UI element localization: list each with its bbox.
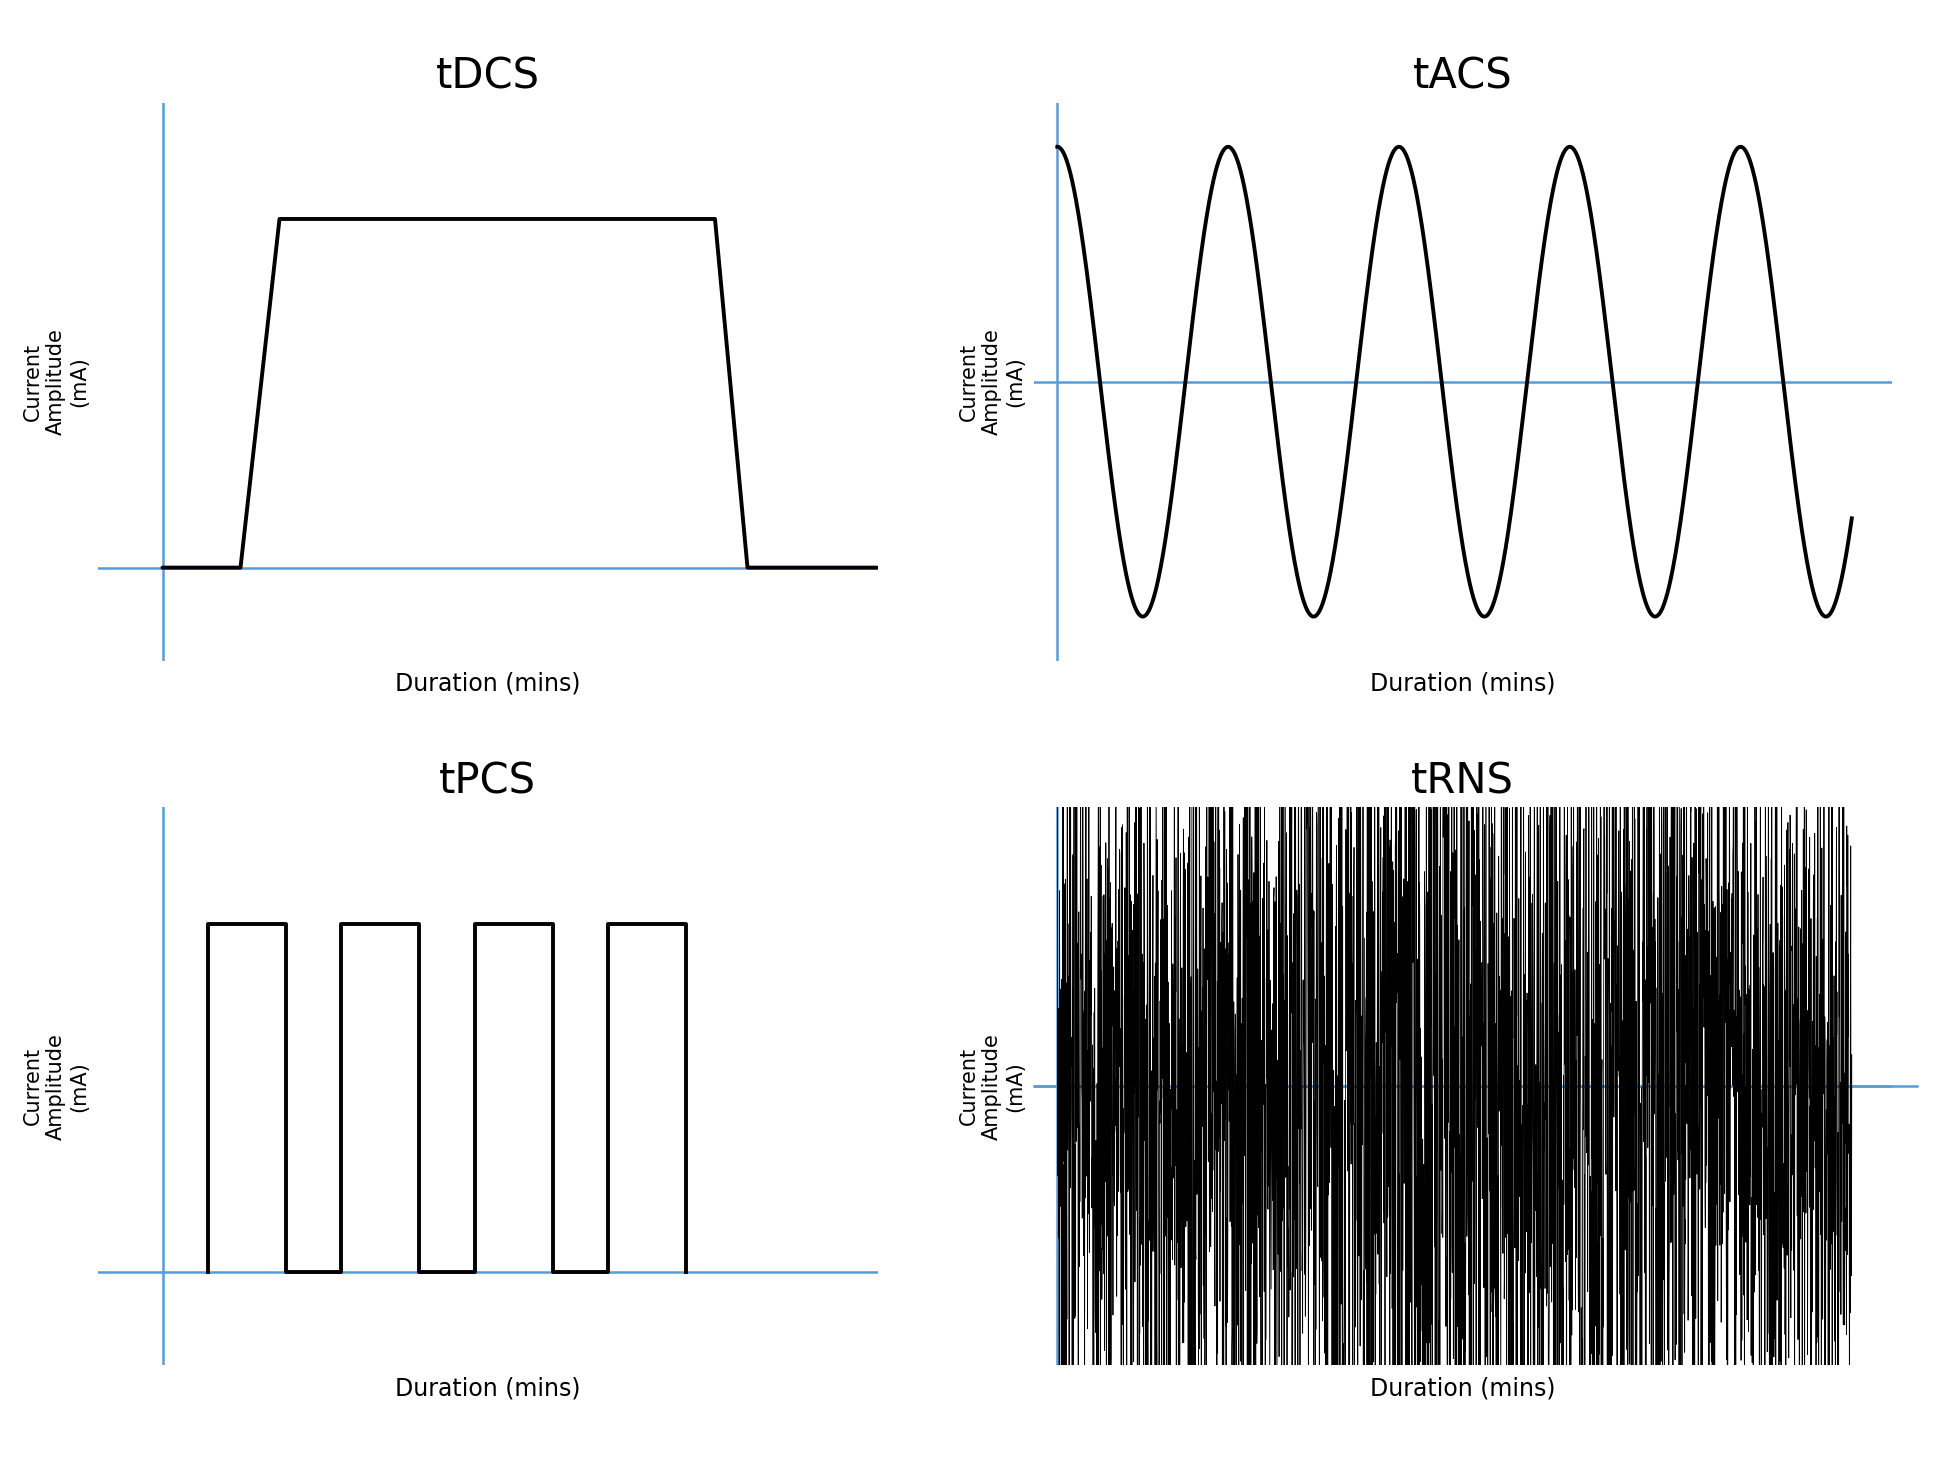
Title: tPCS: tPCS	[439, 760, 536, 803]
X-axis label: Duration (mins): Duration (mins)	[394, 672, 581, 696]
Title: tRNS: tRNS	[1412, 760, 1513, 803]
Y-axis label: Current
Amplitude
(mA): Current Amplitude (mA)	[23, 1033, 90, 1139]
X-axis label: Duration (mins): Duration (mins)	[1369, 672, 1556, 696]
Y-axis label: Current
Amplitude
(mA): Current Amplitude (mA)	[959, 329, 1026, 435]
X-axis label: Duration (mins): Duration (mins)	[394, 1377, 581, 1400]
Y-axis label: Current
Amplitude
(mA): Current Amplitude (mA)	[23, 329, 90, 435]
Y-axis label: Current
Amplitude
(mA): Current Amplitude (mA)	[959, 1033, 1026, 1139]
X-axis label: Duration (mins): Duration (mins)	[1369, 1377, 1556, 1400]
Title: tDCS: tDCS	[435, 56, 540, 98]
Title: tACS: tACS	[1412, 56, 1513, 98]
